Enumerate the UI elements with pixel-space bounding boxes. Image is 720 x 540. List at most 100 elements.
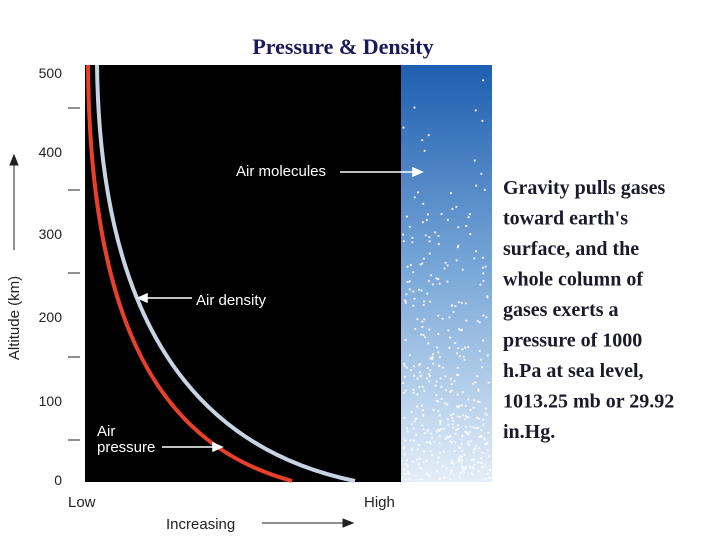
molecule: [449, 336, 452, 339]
molecule: [475, 184, 478, 187]
molecule: [440, 212, 443, 216]
body-line: gases exerts a: [503, 299, 619, 321]
y-tick-label: 500: [39, 65, 63, 81]
y-tick-label: 300: [39, 226, 63, 242]
label-molecules: Air molecules: [236, 163, 326, 180]
molecule: [457, 405, 460, 408]
molecule: [451, 469, 454, 472]
molecule: [454, 341, 457, 345]
molecule: [487, 431, 490, 434]
molecule: [480, 172, 483, 175]
molecule: [475, 444, 478, 447]
molecule: [476, 400, 479, 403]
molecule: [484, 407, 487, 410]
molecule: [472, 458, 475, 461]
molecule: [428, 240, 431, 243]
molecule: [408, 472, 411, 475]
molecule: [412, 271, 415, 274]
body-line: h.Pa at sea level,: [503, 360, 644, 382]
molecule: [426, 428, 429, 431]
molecule: [432, 362, 435, 365]
molecule: [467, 442, 470, 446]
molecule: [403, 299, 407, 302]
molecule: [440, 397, 443, 401]
molecule: [425, 441, 429, 444]
molecule: [483, 437, 486, 440]
molecule: [476, 461, 479, 464]
pressure-curve: [86, 64, 293, 483]
molecule: [455, 205, 458, 208]
label-pressure: pressure: [97, 439, 155, 456]
molecule: [461, 465, 464, 468]
molecule: [461, 434, 464, 437]
molecule: [422, 202, 425, 205]
molecule: [412, 290, 415, 293]
molecule: [469, 408, 472, 412]
molecule: [446, 403, 449, 406]
molecule: [485, 414, 489, 417]
molecule: [421, 325, 424, 328]
molecule: [424, 234, 427, 237]
molecule: [416, 458, 419, 461]
molecule: [428, 252, 431, 255]
molecule: [434, 384, 437, 387]
molecule: [464, 465, 467, 469]
molecule: [487, 381, 490, 384]
molecule: [422, 414, 425, 417]
molecule: [453, 379, 456, 383]
molecule: [412, 427, 415, 430]
molecule: [461, 449, 464, 452]
molecule: [457, 244, 460, 247]
molecule: [459, 471, 463, 475]
molecule: [446, 436, 449, 439]
molecule: [457, 347, 460, 350]
molecule: [405, 366, 408, 369]
molecule: [454, 432, 457, 435]
molecule: [418, 385, 421, 388]
molecule: [481, 451, 484, 454]
molecule: [423, 389, 426, 393]
molecule: [432, 408, 435, 411]
molecule: [437, 242, 440, 246]
molecule: [402, 382, 405, 385]
molecule: [467, 416, 470, 419]
molecule: [405, 427, 409, 430]
molecule: [429, 450, 432, 453]
molecule: [447, 423, 450, 426]
molecule: [459, 455, 462, 458]
molecule: [422, 334, 425, 337]
molecule: [480, 429, 483, 432]
molecule: [446, 418, 449, 421]
molecule: [427, 474, 430, 477]
molecule: [425, 377, 429, 380]
molecule: [426, 430, 429, 433]
molecule: [457, 424, 460, 427]
molecule: [420, 289, 423, 292]
molecule: [486, 472, 489, 475]
molecule: [486, 449, 489, 452]
molecule: [460, 459, 464, 462]
molecule: [484, 412, 487, 415]
molecule: [427, 342, 430, 345]
molecule: [450, 383, 453, 386]
molecule: [482, 418, 485, 421]
molecule: [475, 427, 478, 430]
molecule: [482, 79, 485, 82]
molecule: [431, 353, 435, 356]
molecule: [457, 226, 460, 229]
y-tick-label: 100: [39, 393, 63, 409]
molecule: [403, 375, 407, 378]
molecule: [443, 267, 446, 270]
molecule: [414, 327, 417, 330]
molecule: [461, 404, 464, 407]
molecule: [481, 119, 484, 122]
molecule: [422, 428, 425, 431]
molecule: [464, 430, 467, 433]
molecule: [457, 427, 460, 430]
molecule: [455, 259, 458, 262]
molecule: [460, 462, 463, 465]
y-tick-label: 0: [54, 472, 62, 488]
molecule: [422, 303, 425, 307]
atmosphere-column: [401, 65, 492, 482]
